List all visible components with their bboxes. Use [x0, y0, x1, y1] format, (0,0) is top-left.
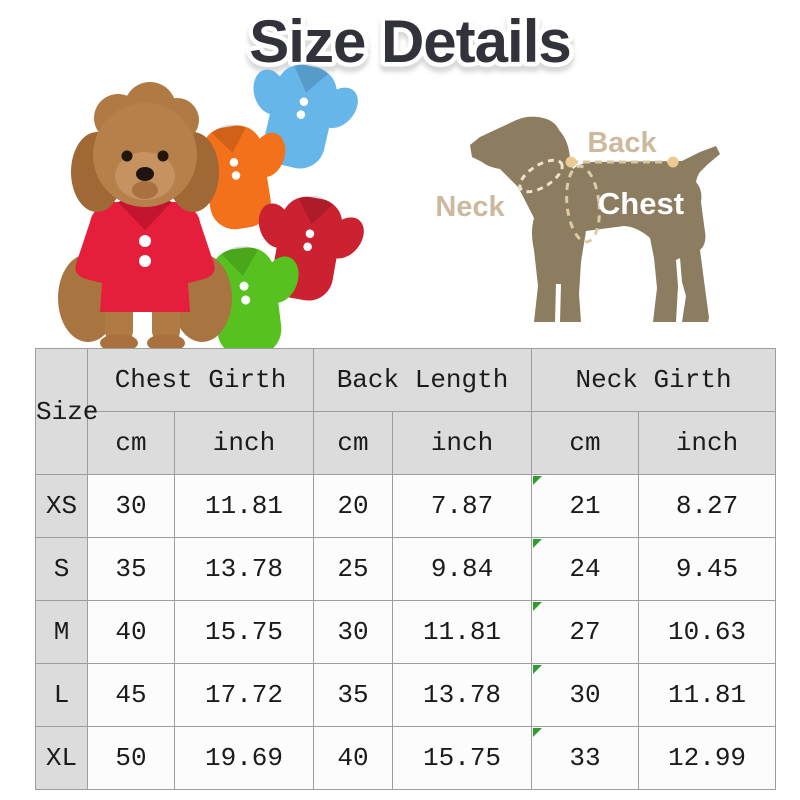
unit-header-inch: inch — [638, 411, 777, 475]
measurement-cell: 19.69 — [173, 726, 315, 790]
measurement-cell: 24 — [531, 537, 640, 601]
back-measure-dot — [565, 156, 577, 168]
measurement-cell: 30 — [87, 474, 175, 538]
measurement-cell: 35 — [313, 663, 394, 727]
measurement-value: 30 — [569, 680, 601, 710]
unit-header-inch: inch — [173, 411, 315, 475]
measurement-cell: 35 — [87, 537, 175, 601]
measurement-cell: 25 — [313, 537, 394, 601]
cell-error-indicator — [533, 602, 543, 611]
cell-error-indicator — [533, 539, 543, 548]
measurement-cell: 27 — [531, 600, 640, 664]
measurement-cell: 50 — [87, 726, 175, 790]
back-length-header: Back Length — [313, 348, 533, 412]
unit-header-inch: inch — [392, 411, 533, 475]
unit-header-cm: cm — [87, 411, 175, 475]
back-label: Back — [587, 127, 657, 159]
measurement-cell: 40 — [87, 600, 175, 664]
measurement-cell: 9.45 — [638, 537, 777, 601]
poodle-eye — [121, 150, 133, 162]
size-label: XS — [35, 474, 88, 538]
size-label: XL — [35, 726, 88, 790]
poodle — [58, 82, 232, 350]
measurement-cell: 30 — [313, 600, 394, 664]
measurement-cell: 40 — [313, 726, 394, 790]
unit-header-cm: cm — [313, 411, 394, 475]
measurement-cell: 12.99 — [638, 726, 777, 790]
measurement-value: 21 — [569, 491, 601, 521]
corner-header: Size — [35, 348, 98, 475]
measurement-cell: 11.81 — [638, 663, 777, 727]
chest-girth-header: Chest Girth — [86, 348, 315, 412]
neck-measure-line — [518, 158, 564, 194]
table-row-s: S 35 13.78 25 9.84 24 9.45 — [35, 537, 777, 601]
measurement-cell: 9.84 — [392, 537, 533, 601]
measurement-value: 33 — [569, 743, 601, 773]
size-label: S — [35, 537, 88, 601]
cell-error-indicator — [533, 728, 543, 737]
table-units-row: cm inch cm inch cm inch — [36, 411, 777, 475]
measurement-cell: 15.75 — [392, 726, 533, 790]
measurement-cell: 15.75 — [173, 600, 315, 664]
cell-error-indicator — [533, 665, 543, 674]
measurement-cell: 13.78 — [392, 663, 533, 727]
table-header-row: Size Chest Girth Back Length Neck Girth — [35, 348, 777, 475]
chest-label: Chest — [598, 186, 684, 221]
cell-error-indicator — [533, 476, 543, 485]
measurement-cell: 11.81 — [392, 600, 533, 664]
poodle-nose — [136, 167, 154, 181]
table-row-l: L 45 17.72 35 13.78 30 11.81 — [35, 663, 777, 727]
neck-girth-header: Neck Girth — [531, 348, 777, 412]
table-row-xl: XL 50 19.69 40 15.75 33 12.99 — [35, 726, 777, 790]
measurement-cell: 17.72 — [173, 663, 315, 727]
measurement-cell: 13.78 — [173, 537, 315, 601]
neck-label: Neck — [435, 191, 505, 223]
poodle-eye — [157, 150, 169, 162]
measurement-cell: 33 — [531, 726, 640, 790]
measurement-cell: 20 — [313, 474, 394, 538]
size-label: M — [35, 600, 88, 664]
size-table: Size Chest Girth Back Length Neck Girth … — [35, 348, 777, 790]
measurement-value: 27 — [569, 617, 601, 647]
measurement-cell: 45 — [87, 663, 175, 727]
unit-header-cm: cm — [531, 411, 640, 475]
size-label: L — [35, 663, 88, 727]
measurement-cell: 8.27 — [638, 474, 777, 538]
measurement-cell: 21 — [531, 474, 640, 538]
measurement-cell: 30 — [531, 663, 640, 727]
product-photo — [58, 60, 376, 350]
measurement-cell: 10.63 — [638, 600, 777, 664]
measurement-diagram: Back Neck Chest — [435, 116, 720, 322]
back-measure-dot — [667, 156, 679, 168]
measurement-cell: 7.87 — [392, 474, 533, 538]
chest-measure-ellipse — [565, 164, 601, 244]
table-row-m: M 40 15.75 30 11.81 27 10.63 — [35, 600, 777, 664]
measurement-cell: 11.81 — [173, 474, 315, 538]
table-row-xs: XS 30 11.81 20 7.87 21 8.27 — [35, 474, 777, 538]
measurement-value: 24 — [569, 554, 601, 584]
